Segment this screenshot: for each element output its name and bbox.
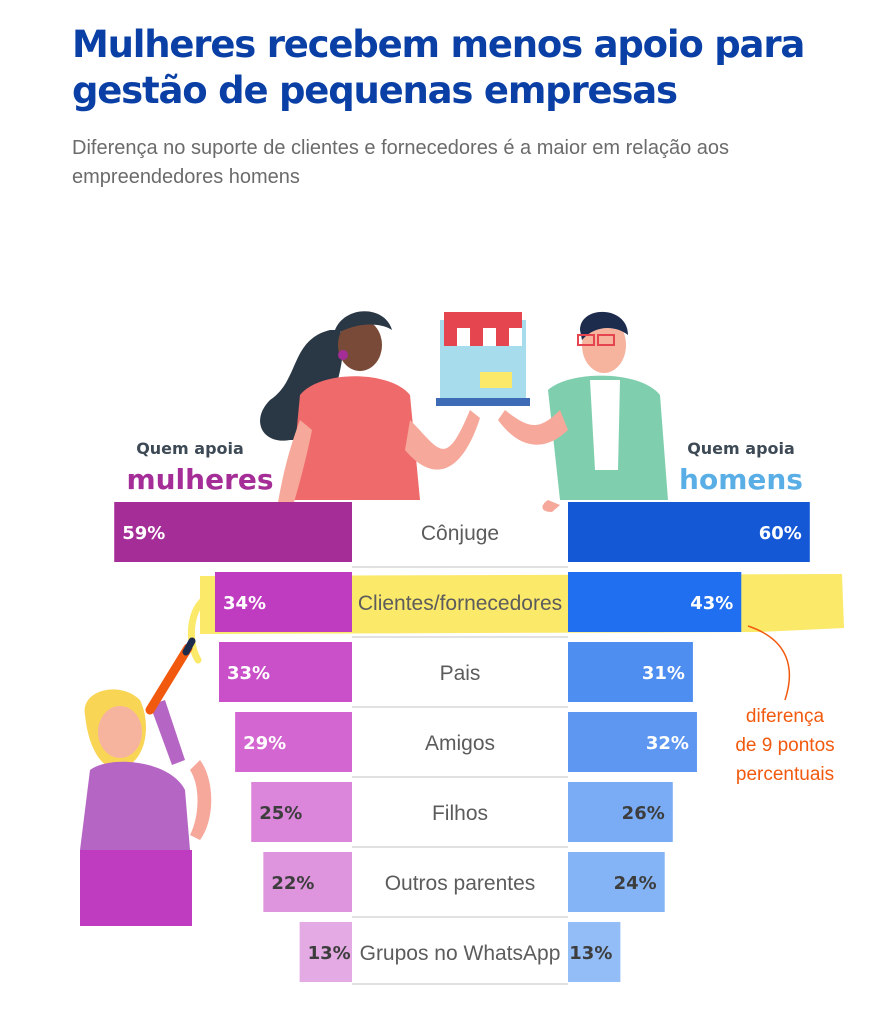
category-label: Filhos (432, 802, 488, 825)
store-icon (436, 312, 530, 406)
page-title: Mulheres recebem menos apoio para gestão… (72, 23, 805, 112)
bar-men (568, 922, 621, 982)
value-label-women: 33% (227, 663, 270, 684)
value-label-women: 13% (308, 943, 351, 964)
page-subtitle: Diferença no suporte de clientes e forne… (72, 137, 730, 188)
value-label-men: 24% (614, 873, 657, 894)
woman-illustration-icon (260, 311, 480, 522)
man-illustration-icon (498, 311, 668, 512)
value-label-women: 22% (271, 873, 314, 894)
annotation-line (747, 625, 791, 701)
value-label-men: 31% (642, 663, 685, 684)
bar-men (568, 712, 697, 772)
value-label-men: 13% (569, 943, 612, 964)
value-label-men: 60% (759, 523, 802, 544)
legend-women-big: mulheres (126, 463, 273, 496)
value-label-men: 26% (622, 803, 665, 824)
legend-men-big: homens (679, 463, 803, 496)
legend-women-small: Quem apoia (136, 439, 244, 458)
bar-women (263, 852, 352, 912)
bar-women (251, 782, 352, 842)
bar-women (114, 502, 352, 562)
bars-group: 59% 60% Cônjuge 34% 43% Clientes/fornecedores… (114, 502, 810, 985)
category-label: Amigos (425, 732, 495, 755)
bar-women (214, 572, 352, 632)
difference-annotation: diferença de 9 pontos percentuais (735, 625, 835, 785)
value-label-women: 34% (223, 593, 266, 614)
annotation-line-3: percentuais (736, 764, 834, 785)
legend-men-small: Quem apoia (687, 439, 795, 458)
annotation-line-2: de 9 pontos (735, 735, 834, 756)
category-label: Clientes/fornecedores (358, 592, 562, 615)
category-label: Cônjuge (421, 522, 499, 545)
value-label-men: 32% (646, 733, 689, 754)
bar-men (568, 642, 693, 702)
value-label-women: 25% (259, 803, 302, 824)
bar-men (568, 502, 810, 562)
girl-marker-illustration-icon (80, 637, 212, 926)
bar-men (568, 852, 665, 912)
bar-women (299, 922, 352, 982)
category-label: Grupos no WhatsApp (360, 942, 561, 965)
bar-women (219, 642, 352, 702)
bar-men (568, 572, 742, 632)
bar-women (235, 712, 352, 772)
value-label-men: 43% (690, 593, 733, 614)
category-label: Pais (440, 662, 481, 685)
bar-men (568, 782, 673, 842)
value-label-women: 29% (243, 733, 286, 754)
category-label: Outros parentes (385, 872, 536, 895)
value-label-women: 59% (122, 523, 165, 544)
annotation-line-1: diferença (746, 706, 825, 727)
